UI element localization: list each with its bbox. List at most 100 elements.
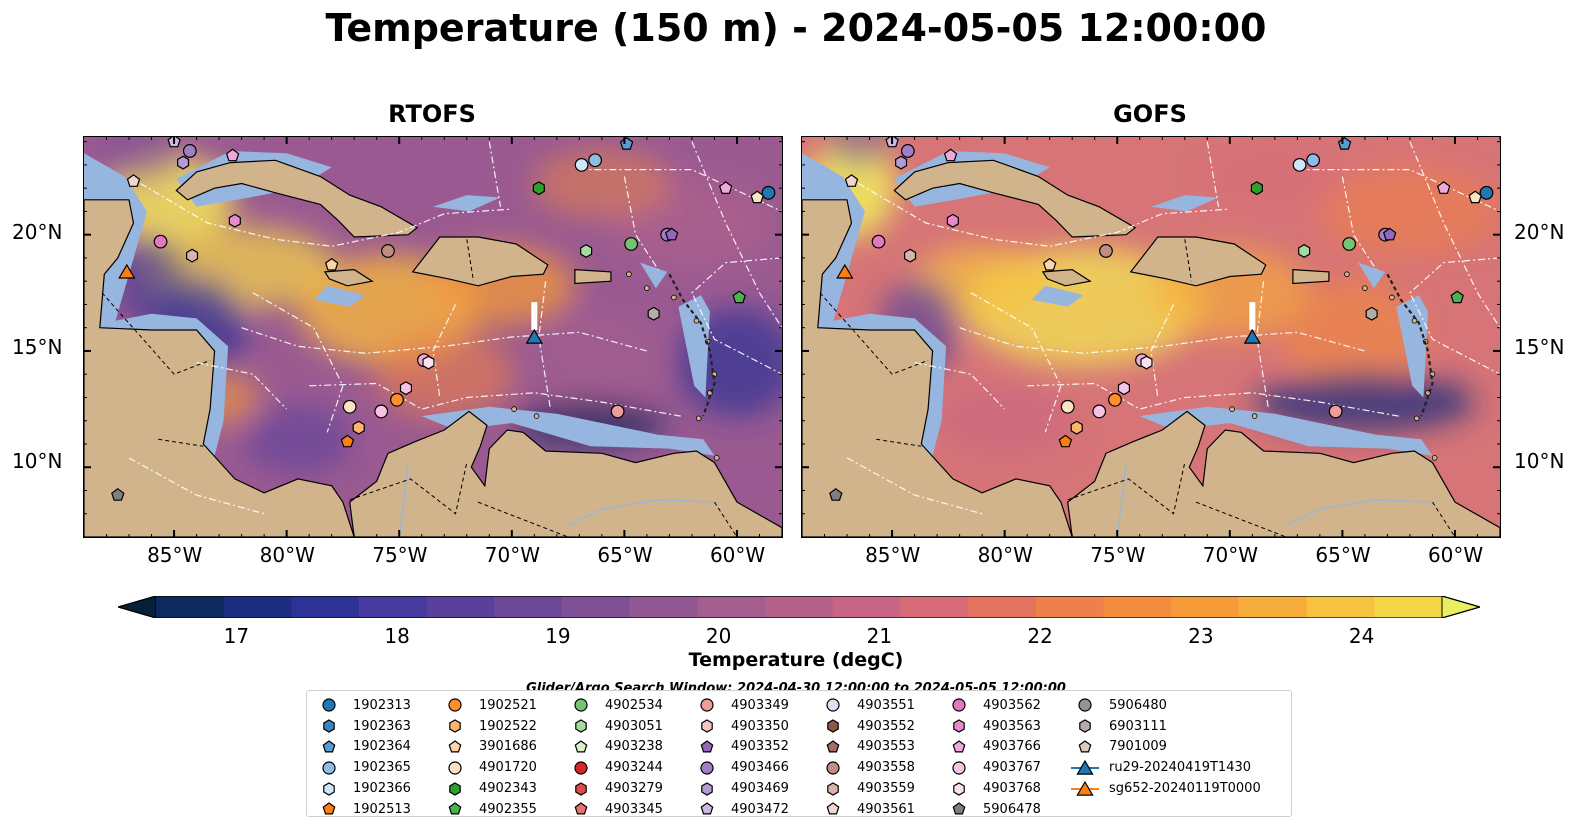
pentagon-marker-icon: [448, 740, 462, 753]
lon-tick-label: 65°W: [597, 543, 653, 567]
legend-marker: [449, 781, 461, 796]
legend-item: 4903553: [819, 737, 915, 758]
river: [398, 462, 409, 537]
argo-float-marker: [610, 404, 625, 419]
legend-item: 5906478: [945, 799, 1041, 820]
lon-tick-label: 70°W: [484, 543, 541, 567]
legend-marker: [574, 802, 588, 815]
argo-float-marker: [342, 399, 357, 414]
colorbar-bin: [832, 596, 902, 618]
argo-float-marker: [1058, 434, 1073, 448]
argo-float-marker: [624, 237, 639, 251]
legend-marker: [574, 698, 588, 712]
argo-float-marker: [1140, 355, 1153, 370]
legend-column: 1902521 1902522 3901686 4901720 4902343 49023…: [441, 695, 537, 820]
circle-marker-icon: [1078, 698, 1092, 712]
legend-label: 4903350: [731, 718, 789, 734]
legend-item: 4903244: [567, 757, 663, 778]
circle-marker-icon: [700, 698, 714, 712]
argo-float-marker: [718, 181, 733, 194]
argo-float-marker: [111, 488, 125, 501]
eez-boundary: [623, 176, 659, 270]
legend-marker: [826, 740, 840, 753]
argo-float-marker: [185, 248, 199, 263]
panel-title-gofs: GOFS: [1113, 100, 1187, 128]
argo-float-marker: [900, 144, 915, 158]
land: [1292, 268, 1330, 285]
colorbar-tick-label: 19: [545, 624, 571, 648]
legend-item: 4901720: [441, 757, 537, 778]
land: [175, 159, 419, 238]
pentagon-marker-icon: [952, 740, 966, 753]
legend-item: 4903558: [819, 757, 915, 778]
circle-marker-icon: [448, 698, 462, 712]
land: [323, 268, 374, 287]
island: [511, 406, 517, 412]
legend-item: 4903466: [693, 757, 789, 778]
lon-tick-label: 60°W: [1427, 543, 1484, 567]
eez-boundary: [252, 292, 344, 433]
argo-float-marker: [1479, 185, 1494, 200]
shallow-water: [1358, 262, 1386, 289]
land: [574, 268, 612, 285]
legend-item: 4903561: [819, 799, 915, 820]
legend-label: 6903111: [1109, 718, 1167, 734]
land: [1041, 268, 1092, 287]
lon-tick-label: 65°W: [1315, 543, 1371, 567]
country-border: [1195, 501, 1287, 537]
triangle-marker-icon: [1071, 759, 1099, 775]
argo-float-marker: [647, 306, 660, 321]
legend-marker: [700, 802, 714, 815]
shallow-water: [421, 406, 715, 456]
legend-item: 3901686: [441, 737, 537, 758]
rtofs-map-panel: [83, 136, 783, 538]
legend-label: 4903345: [605, 801, 663, 817]
legend-label: 4903553: [857, 739, 915, 755]
legend-marker: [322, 802, 336, 815]
lon-tick-label: 85°W: [147, 543, 203, 567]
legend-item: 4902343: [441, 778, 537, 799]
eez-boundary: [959, 327, 1366, 354]
argo-float-marker: [390, 392, 404, 407]
lat-tick-left: 15°N: [12, 335, 63, 359]
legend-marker: [827, 781, 839, 796]
country-border: [349, 462, 468, 515]
legend-item: 1902522: [441, 716, 537, 737]
figure-title: Temperature (150 m) - 2024-05-05 12:00:0…: [325, 6, 1267, 50]
legend-label: 4903561: [857, 801, 915, 817]
argo-float-marker: [588, 153, 603, 168]
circle-marker-icon: [574, 698, 588, 712]
legend-item: 4903238: [567, 737, 663, 758]
eez-boundary: [1027, 382, 1399, 417]
legend-label: 4903466: [731, 760, 789, 776]
legend-label: 1902365: [353, 760, 411, 776]
country-border: [101, 292, 211, 375]
glider-marker: [118, 263, 136, 279]
shallow-water: [1396, 295, 1428, 398]
legend-column: 4903562 4903563 4903766 4903767 4903768 59064…: [945, 695, 1041, 820]
rtofs-map: [84, 137, 782, 537]
legend-label: 1902364: [353, 739, 411, 755]
lat-tick-left: 20°N: [12, 220, 63, 244]
lon-tick-label: 85°W: [865, 543, 921, 567]
argo-float-marker: [1298, 244, 1311, 258]
legend-marker: [574, 740, 588, 753]
hexagon-marker-icon: [575, 719, 587, 733]
lon-tick-label: 80°W: [977, 543, 1033, 567]
legend-item: 1902521: [441, 695, 537, 716]
glider-track: [1249, 302, 1256, 331]
legend-marker: [1078, 740, 1092, 753]
eez-boundary: [691, 141, 782, 329]
legend-column: 1902313 1902363 1902364 1902365 1902366 19025…: [315, 695, 411, 820]
legend-label: 7901009: [1109, 739, 1167, 755]
shallow-water: [313, 285, 366, 307]
legend-marker: [827, 719, 839, 733]
shallow-water: [433, 195, 501, 212]
argo-float-marker: [225, 148, 240, 162]
legend-label: sg652-20240119T0000: [1109, 781, 1261, 797]
country-border: [466, 239, 474, 282]
argo-float-marker: [422, 355, 435, 370]
legend-item: 4903350: [693, 716, 789, 737]
hexagon-marker-icon: [575, 781, 587, 796]
gofs-map: [802, 137, 1500, 537]
